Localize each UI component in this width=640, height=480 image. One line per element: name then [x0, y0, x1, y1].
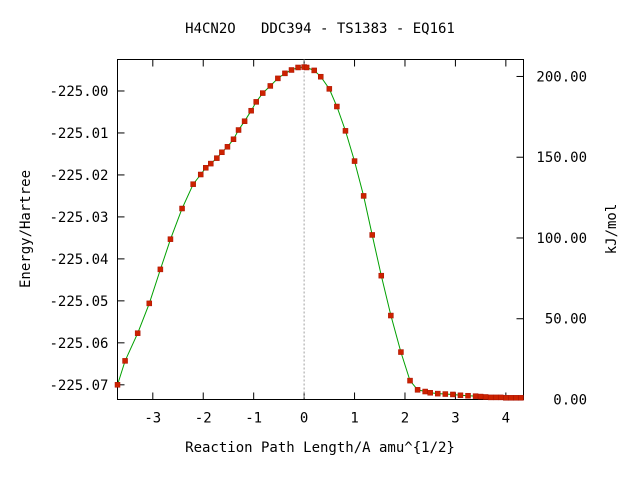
data-point [482, 394, 489, 400]
y2-tick-label: 200.00 [536, 69, 587, 85]
data-point [260, 90, 266, 96]
data-point [241, 118, 248, 124]
x-axis-label: Reaction Path Length/A amu^{1/2} [185, 440, 455, 456]
data-point [288, 67, 295, 73]
y-tick-label: -225.05 [49, 294, 108, 310]
axis-ticks: -3 -2 -1 0 1 2 3 4 -225.00 -225.01 -225.02 -225.03 -… [49, 59, 587, 427]
x-tick-label: 2 [401, 411, 409, 427]
y2-tick-label: 50.00 [545, 312, 587, 328]
x-tick-label: 1 [350, 411, 358, 427]
plot-area [117, 59, 524, 400]
data-point [157, 266, 164, 273]
x-tick-label: 4 [502, 411, 510, 427]
data-point [334, 103, 340, 110]
data-point [219, 149, 225, 156]
data-point [224, 144, 231, 150]
data-point [267, 83, 274, 89]
data-point [134, 330, 141, 336]
data-points [114, 64, 524, 401]
y-tick-label: -225.03 [49, 210, 108, 226]
y2-tick-label: 150.00 [536, 150, 587, 166]
data-point [303, 64, 310, 71]
data-point [435, 390, 441, 397]
data-point [351, 158, 358, 164]
data-point [457, 392, 464, 399]
data-point [114, 382, 121, 388]
y-tick-label: -225.00 [49, 84, 108, 100]
data-point [518, 395, 524, 401]
data-point [398, 349, 404, 355]
data-point [179, 205, 185, 212]
data-point [513, 395, 519, 401]
data-point [422, 388, 428, 395]
data-point [427, 390, 433, 396]
data-point [311, 67, 317, 74]
data-point [369, 232, 375, 238]
data-point [378, 272, 385, 279]
chart-title: H4CN2O DDC394 - TS1383 - EQ161 [185, 21, 455, 37]
data-point [318, 73, 324, 80]
y-tick-label: -225.07 [49, 378, 108, 394]
data-point [214, 155, 220, 161]
data-point [472, 393, 479, 399]
x-tick-label: 3 [451, 411, 459, 427]
y2-tick-label: 100.00 [536, 231, 587, 247]
data-point [253, 99, 259, 105]
y2-tick-label: 0.00 [553, 393, 587, 409]
x-tick-label: -1 [245, 411, 262, 427]
data-point [450, 391, 456, 398]
data-point [208, 160, 214, 167]
data-point [508, 395, 514, 401]
y2-axis-label: kJ/mol [604, 204, 620, 255]
data-point [487, 394, 494, 401]
data-point [122, 358, 128, 364]
data-point [498, 394, 504, 401]
data-point [295, 64, 301, 71]
data-point [477, 393, 484, 400]
data-point [465, 392, 471, 399]
data-point [248, 107, 254, 114]
data-point [326, 86, 333, 92]
data-point [275, 75, 281, 82]
energy-curve-line [117, 66, 521, 399]
x-tick-label: -2 [195, 411, 212, 427]
data-point [190, 181, 196, 187]
y-tick-label: -225.06 [49, 336, 108, 352]
data-point [197, 171, 204, 178]
data-point [360, 193, 367, 199]
data-point [503, 395, 509, 401]
y-tick-label: -225.01 [49, 126, 108, 142]
data-point [235, 127, 242, 133]
data-point [342, 128, 349, 134]
x-tick-label: -3 [144, 411, 161, 427]
data-point [167, 236, 174, 242]
data-point [146, 300, 153, 307]
data-point [414, 387, 421, 393]
y-tick-label: -225.02 [49, 168, 108, 184]
data-point [442, 391, 449, 397]
x-tick-label: 0 [300, 411, 308, 427]
y-axis-label: Energy/Hartree [18, 170, 34, 288]
y-tick-label: -225.04 [49, 252, 108, 268]
data-point [388, 312, 394, 319]
data-point [203, 165, 209, 171]
data-point [230, 136, 237, 143]
data-point [407, 377, 413, 384]
data-point [282, 70, 288, 77]
data-point [493, 394, 499, 401]
